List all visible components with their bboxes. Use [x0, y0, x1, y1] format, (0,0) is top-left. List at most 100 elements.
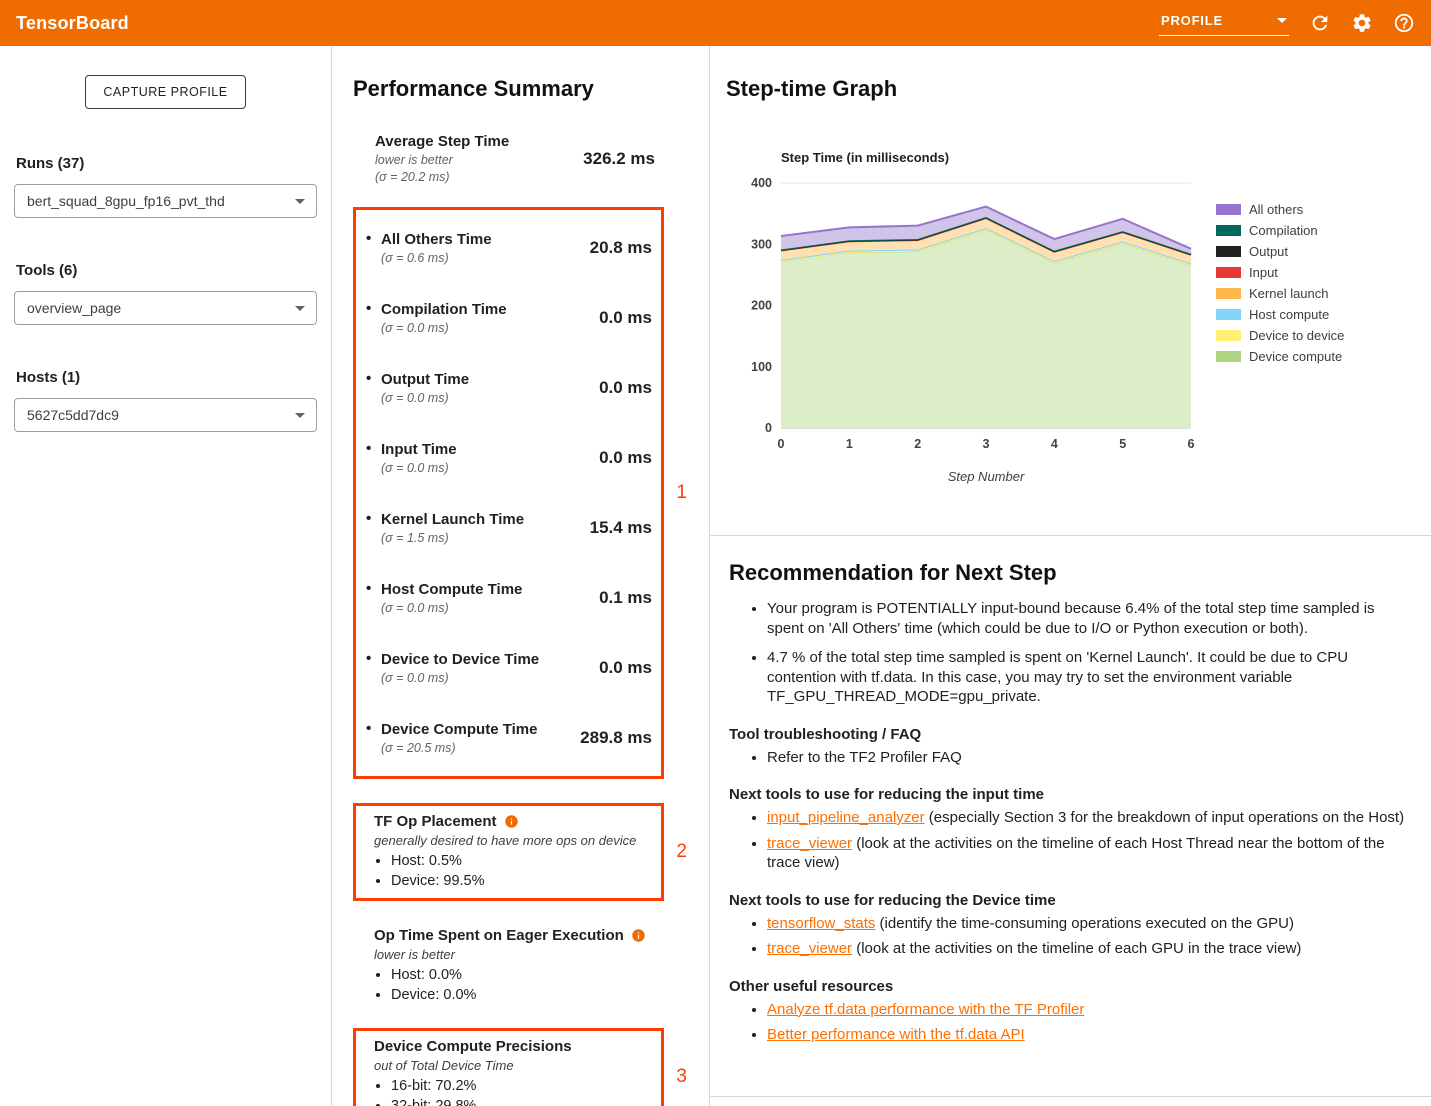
legend-label: Kernel launch	[1249, 286, 1329, 301]
legend-swatch	[1216, 309, 1241, 320]
device-tools-heading: Next tools to use for reducing the Devic…	[729, 891, 1056, 909]
hosts-select[interactable]: 5627c5dd7dc9	[14, 398, 317, 432]
hosts-field: Hosts (1) 5627c5dd7dc9	[14, 369, 317, 432]
metric-value: 0.0 ms	[599, 448, 652, 467]
faq-heading: Tool troubleshooting / FAQ	[729, 725, 922, 743]
legend-swatch	[1216, 267, 1241, 278]
faq-item: Refer to the TF2 Profiler FAQ	[767, 748, 1407, 768]
recommendation-item: Better performance with the tf.data API	[767, 1025, 1407, 1045]
recommendation-item-text: (look at the activities on the timeline …	[852, 940, 1302, 957]
gear-icon[interactable]	[1351, 12, 1373, 34]
trace-viewer-link[interactable]: trace_viewer	[767, 834, 853, 852]
input-tools-heading: Next tools to use for reducing the input…	[729, 786, 1045, 803]
info-icon[interactable]	[504, 814, 519, 829]
tools-field: Tools (6) overview_page	[14, 262, 317, 325]
metric-label: All Others Time	[381, 231, 492, 248]
step-time-graph-panel: Step-time Graph Step Time (in millisecon…	[710, 46, 1431, 536]
annotation-number-3: 3	[676, 1066, 687, 1087]
precisions-subtitle: out of Total Device Time	[374, 1058, 514, 1073]
annotation-box-3: Device Compute Precisions out of Total D…	[353, 1028, 687, 1106]
runs-label: Runs (37)	[16, 155, 85, 172]
metric-value: 15.4 ms	[589, 518, 652, 537]
tfdata-profiler-link[interactable]: Analyze tf.data performance with the TF …	[767, 1000, 1085, 1018]
recommendation-item: trace_viewer (look at the activities on …	[767, 939, 1407, 959]
tools-select-value: overview_page	[27, 300, 122, 316]
metric-value: 0.0 ms	[599, 308, 652, 327]
svg-text:5: 5	[1119, 437, 1126, 451]
input-pipeline-analyzer-link[interactable]: input_pipeline_analyzer	[767, 809, 925, 826]
recommendation-item-text: (look at the activities on the timeline …	[767, 834, 1385, 872]
recommendation-item: tensorflow_stats (identify the time-cons…	[767, 914, 1407, 934]
metric-row: Input Time (σ = 0.0 ms) 0.0 ms	[356, 423, 661, 493]
header-actions: PROFILE	[1159, 10, 1415, 36]
legend-item: Compilation	[1216, 220, 1344, 241]
runs-select[interactable]: bert_squad_8gpu_fp16_pvt_thd	[14, 184, 317, 218]
metric-label: Kernel Launch Time	[381, 511, 525, 528]
metric-label: Input Time	[381, 441, 457, 458]
chart-title: Step Time (in milliseconds)	[781, 150, 950, 165]
tf-op-placement-host: Host: 0.5%	[391, 852, 651, 870]
metric-label: Average Step Time	[375, 133, 510, 150]
legend-swatch	[1216, 204, 1241, 215]
legend-item: Kernel launch	[1216, 283, 1344, 304]
eager-device: Device: 0.0%	[391, 986, 664, 1004]
annotation-box-2: TF Op Placement generally desired to hav…	[353, 803, 687, 901]
metric-note: lower is better	[375, 153, 453, 167]
chevron-down-icon	[295, 305, 305, 311]
metric-value: 0.1 ms	[599, 588, 652, 607]
hosts-label: Hosts (1)	[16, 369, 81, 386]
hosts-select-value: 5627c5dd7dc9	[27, 407, 119, 423]
legend-label: Output	[1249, 244, 1289, 259]
svg-text:3: 3	[983, 437, 990, 451]
legend-item: Device compute	[1216, 346, 1344, 367]
chevron-down-icon	[1277, 18, 1287, 23]
metric-sigma: (σ = 0.0 ms)	[381, 321, 449, 335]
metric-row: Host Compute Time (σ = 0.0 ms) 0.1 ms	[356, 563, 661, 633]
tfdata-api-link[interactable]: Better performance with the tf.data API	[767, 1026, 1025, 1043]
precisions-title: Device Compute Precisions	[374, 1038, 572, 1055]
trace-viewer-link[interactable]: trace_viewer	[767, 940, 853, 957]
metric-row: Device to Device Time (σ = 0.0 ms) 0.0 m…	[356, 633, 661, 703]
eager-execution-title: Op Time Spent on Eager Execution	[374, 927, 624, 944]
svg-text:4: 4	[1051, 437, 1058, 451]
help-icon[interactable]	[1393, 12, 1415, 34]
svg-text:300: 300	[751, 237, 772, 251]
recommendation-item: 4.7 % of the total step time sampled is …	[767, 648, 1407, 707]
legend-label: Device compute	[1249, 349, 1343, 364]
legend-label: Device to device	[1249, 328, 1345, 343]
recommendation-panel: Recommendation for Next Step Your progra…	[710, 536, 1431, 1097]
metric-label: Compilation Time	[381, 301, 507, 318]
legend-label: Compilation	[1249, 223, 1318, 238]
recommendation-item: Your program is POTENTIALLY input-bound …	[767, 599, 1407, 638]
annotation-number-2: 2	[676, 841, 687, 862]
sidebar: CAPTURE PROFILE Runs (37) bert_squad_8gp…	[0, 46, 331, 1106]
dashboard-select[interactable]: PROFILE	[1159, 10, 1289, 36]
metric-value: 289.8 ms	[580, 728, 652, 747]
tools-select[interactable]: overview_page	[14, 291, 317, 325]
dashboard-select-value: PROFILE	[1161, 13, 1223, 28]
tensorflow-stats-link[interactable]: tensorflow_stats	[767, 914, 876, 932]
metric-label: Device Compute Time	[381, 721, 538, 738]
svg-text:100: 100	[751, 360, 772, 374]
metric-sigma: (σ = 0.0 ms)	[381, 601, 449, 615]
svg-text:0: 0	[765, 421, 772, 435]
legend-item: Input	[1216, 262, 1344, 283]
metric-value: 20.8 ms	[589, 238, 652, 257]
capture-profile-button[interactable]: CAPTURE PROFILE	[85, 75, 246, 109]
legend-label: Input	[1249, 265, 1278, 280]
legend-swatch	[1216, 246, 1241, 257]
legend-item: Device to device	[1216, 325, 1344, 346]
legend-swatch	[1216, 351, 1241, 362]
recommendation-item: trace_viewer (look at the activities on …	[767, 834, 1407, 873]
metric-sigma: (σ = 0.0 ms)	[381, 391, 449, 405]
info-icon[interactable]	[631, 928, 646, 943]
recommendation-item: Analyze tf.data performance with the TF …	[767, 1000, 1407, 1020]
legend-swatch	[1216, 288, 1241, 299]
legend-item: Output	[1216, 241, 1344, 262]
x-axis-title: Step Number	[947, 469, 1025, 484]
refresh-icon[interactable]	[1309, 12, 1331, 34]
metric-row: Compilation Time (σ = 0.0 ms) 0.0 ms	[356, 283, 661, 353]
recommendation-item: input_pipeline_analyzer (especially Sect…	[767, 808, 1407, 828]
svg-text:2: 2	[914, 437, 921, 451]
eager-execution-subtitle: lower is better	[374, 947, 455, 962]
